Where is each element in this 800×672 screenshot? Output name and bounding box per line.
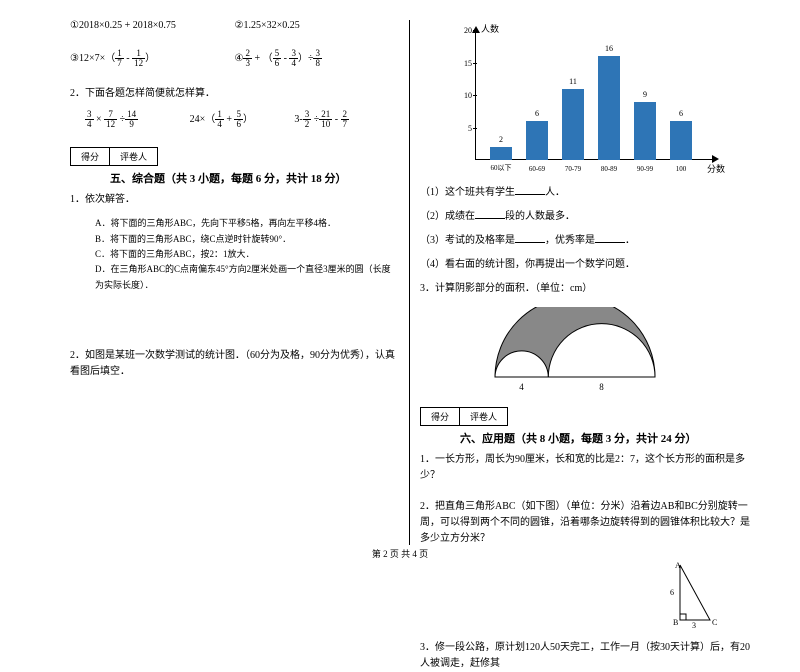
q6-2: 2．把直角三角形ABC（如下图）（单位：分米）沿着边AB和BC分别旋转一周，可以…	[420, 499, 750, 547]
triangle-figure: A B C 6 3	[670, 560, 730, 630]
svg-text:6: 6	[670, 588, 674, 597]
q6-3: 3．修一段公路，原计划120人50天完工，工作一月（按30天计算）后，有20人被…	[420, 640, 750, 672]
chart-q1: （1）这个班共有学生人．	[420, 185, 750, 201]
svg-text:C: C	[712, 618, 717, 627]
score-box-6: 得分评卷人	[420, 407, 750, 426]
chart-q4: （4）看右面的统计图，你再提出一个数学问题．	[420, 257, 750, 273]
svg-text:A: A	[675, 561, 681, 570]
eq-2b: 24×（14 + 56）	[190, 110, 295, 129]
svg-text:B: B	[673, 618, 678, 627]
bar-chart: 人数 分数 5101520260以下660-691170-791680-8999…	[445, 20, 725, 185]
eq-2c: 3-32 ÷2110 - 27	[294, 110, 399, 129]
equation-2: ②1.25×32×0.25	[235, 20, 400, 31]
chart-q3: （3）考试的及格率是，优秀率是．	[420, 233, 750, 249]
question-2: 2．下面各题怎样简便就怎样算．	[70, 86, 399, 102]
left-column: ①2018×0.25 + 2018×0.75 ②1.25×32×0.25 ③12…	[60, 20, 410, 545]
equation-4: ④23 + （56 - 34）÷38	[235, 49, 400, 68]
q3-shade: 3．计算阴影部分的面积．（单位：cm）	[420, 281, 750, 297]
eq-2a: 34 × 712 ÷149	[85, 110, 190, 129]
q5-2: 2．如图是某班一次数学测试的统计图．（60分为及格，90分为优秀），认真看图后填…	[70, 348, 399, 380]
q6-1: 1．一长方形，周长为90厘米，长和宽的比是2：7，这个长方形的面积是多少？	[420, 452, 750, 484]
q5-1a: A．将下面的三角形ABC，先向下平移5格，再向左平移4格．	[95, 216, 399, 231]
q5-1: 1．依次解答．	[70, 192, 399, 208]
x-axis-label: 分数	[707, 162, 725, 175]
score-box-5: 得分评卷人	[70, 147, 399, 166]
y-axis-label: 人数	[481, 22, 499, 35]
q5-1b: B．将下面的三角形ABC，绕C点逆时针旋转90°．	[95, 232, 399, 247]
equation-1: ①2018×0.25 + 2018×0.75	[70, 20, 235, 31]
section-5-title: 五、综合题（共 3 小题，每题 6 分，共计 18 分）	[110, 170, 399, 186]
q5-1c: C．将下面的三角形ABC，按2：1放大．	[95, 247, 399, 262]
svg-text:3: 3	[692, 621, 696, 630]
q5-1d: D．在三角形ABC的C点南偏东45°方向2厘米处画一个直径3厘米的圆（长度为实际…	[95, 262, 399, 293]
chart-q2: （2）成绩在段的人数最多．	[420, 209, 750, 225]
section-6-title: 六、应用题（共 8 小题，每题 3 分，共计 24 分）	[460, 430, 750, 446]
page-footer: 第 2 页 共 4 页	[0, 547, 800, 560]
right-column: 人数 分数 5101520260以下660-691170-791680-8999…	[410, 20, 760, 545]
equation-3: ③12×7×（17 - 112）	[70, 49, 235, 68]
arc-figure: 4 8	[485, 307, 685, 392]
